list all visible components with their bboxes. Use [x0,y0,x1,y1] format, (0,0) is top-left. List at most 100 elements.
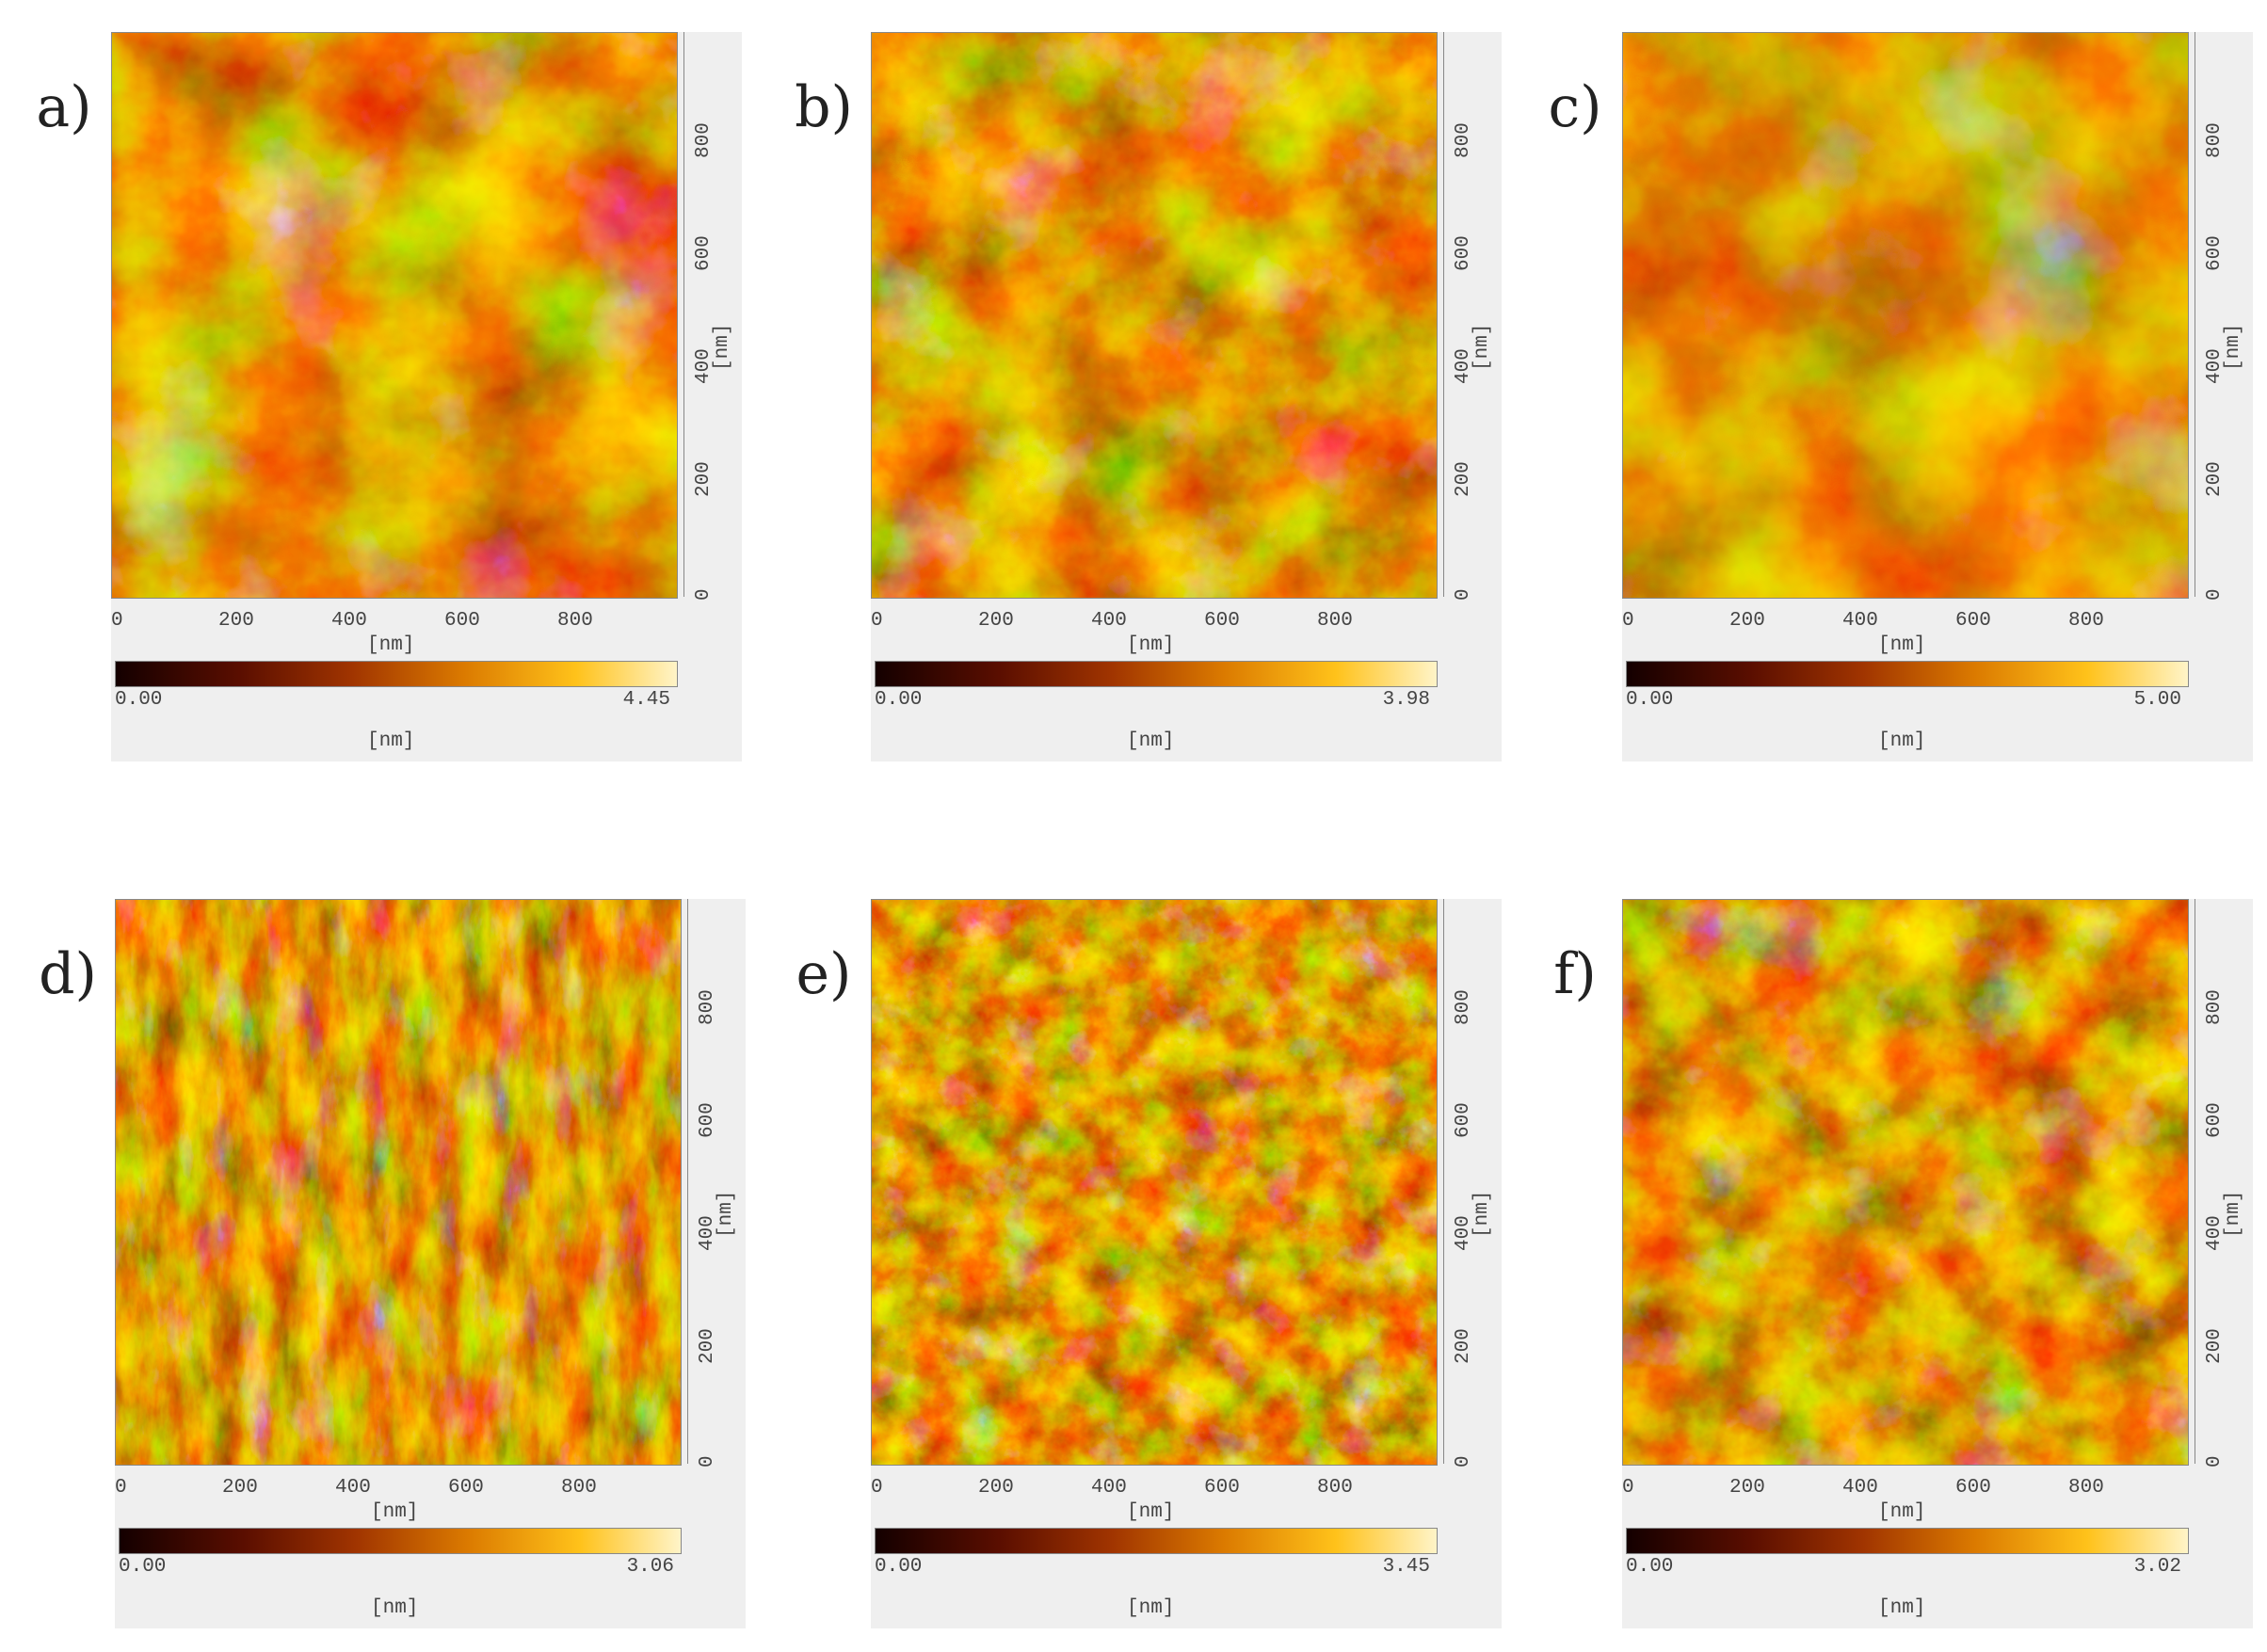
x-tick-label: 600 [448,1477,484,1499]
y-axis-unit: [nm] [712,323,733,371]
y-tick-label: 200 [697,1328,718,1364]
colorbar-max-label: 4.45 [622,689,670,711]
afm-height-map [1622,32,2189,599]
afm-height-map [871,32,1438,599]
y-tick-label: 800 [1453,989,1474,1025]
x-tick-label: 200 [218,610,254,632]
y-tick-label: 600 [2204,235,2226,271]
x-tick-label: 800 [1317,610,1353,632]
panel-frame: 0 200 400 600 800 [nm] 0 200 400 600 800 [nm] 0.00 3.… [1622,899,2253,1628]
afm-texture [872,900,1437,1465]
x-tick-label: 200 [978,610,1014,632]
x-tick-label: 800 [2068,1477,2104,1499]
afm-height-map [115,899,682,1466]
y-tick-label: 0 [2204,1455,2226,1468]
x-axis-unit: [nm] [367,634,415,656]
x-tick-label: 600 [1204,610,1240,632]
afm-texture [1623,900,2188,1465]
y-tick-label: 600 [693,235,715,271]
x-tick-label: 0 [1622,610,1634,632]
colorbar-unit: [nm] [1878,730,1926,752]
panel-frame: 0 200 400 600 800 [nm] 0 200 400 600 800 [nm] 0.00 3.… [871,32,1502,762]
y-tick-label: 800 [2204,989,2226,1025]
x-tick-label: 600 [444,610,480,632]
colorbar [115,661,678,687]
y-tick-label: 800 [697,989,718,1025]
colorbar-unit: [nm] [367,730,415,752]
colorbar-max-label: 5.00 [2133,689,2181,711]
afm-height-map [1622,899,2189,1466]
x-axis-unit: [nm] [1127,1501,1175,1523]
colorbar [875,1528,1438,1554]
y-tick-label: 800 [693,122,715,158]
y-tick-label: 200 [2204,461,2226,497]
x-tick-label: 400 [1091,1477,1127,1499]
x-tick-label: 800 [557,610,593,632]
x-tick-label: 200 [1729,1477,1765,1499]
y-tick-label: 0 [697,1455,718,1468]
colorbar-max-label: 3.06 [626,1556,674,1578]
panel-frame: 0 200 400 600 800 [nm] 0 200 400 600 800 [nm] 0.00 4.… [111,32,742,762]
x-tick-label: 800 [1317,1477,1353,1499]
x-tick-label: 400 [1842,1477,1878,1499]
y-tick-label: 200 [1453,461,1474,497]
panel-label: b) [795,74,853,140]
panel-label: e) [796,941,852,1007]
y-tick-label: 600 [697,1102,718,1138]
colorbar [1626,661,2189,687]
afm-height-map [871,899,1438,1466]
x-tick-label: 600 [1955,610,1991,632]
x-tick-label: 600 [1204,1477,1240,1499]
y-tick-label: 600 [2204,1102,2226,1138]
afm-texture [112,33,677,598]
panel-frame: 0 200 400 600 800 [nm] 0 200 400 600 800 [nm] 0.00 3.… [871,899,1502,1628]
y-axis-unit: [nm] [2223,1190,2244,1238]
colorbar-min-label: 0.00 [1626,689,1674,711]
x-tick-label: 0 [115,1477,127,1499]
y-axis-line [683,32,684,597]
x-axis-unit: [nm] [1878,634,1926,656]
y-tick-label: 0 [1453,588,1474,601]
colorbar [875,661,1438,687]
y-axis-unit: [nm] [1471,1190,1493,1238]
colorbar-min-label: 0.00 [1626,1556,1674,1578]
y-tick-label: 600 [1453,1102,1474,1138]
colorbar-min-label: 0.00 [875,1556,923,1578]
y-tick-label: 800 [1453,122,1474,158]
y-axis-line [687,899,688,1464]
y-tick-label: 200 [693,461,715,497]
x-tick-label: 400 [1091,610,1127,632]
colorbar [1626,1528,2189,1554]
x-tick-label: 400 [331,610,367,632]
y-tick-label: 200 [1453,1328,1474,1364]
afm-panel: a) 0 200 400 600 800 [nm] 0 200 400 600 800 [nm] 0.0… [36,32,770,785]
colorbar-max-label: 3.02 [2133,1556,2181,1578]
panel-frame: 0 200 400 600 800 [nm] 0 200 400 600 800 [nm] 0.00 5.… [1622,32,2253,762]
afm-texture [116,900,681,1465]
x-tick-label: 0 [871,1477,883,1499]
afm-panel: d) 0 200 400 600 800 [nm] 0 200 400 600 800 [nm] 0.0… [39,899,774,1652]
y-tick-label: 0 [2204,588,2226,601]
panel-label: d) [39,941,97,1007]
x-tick-label: 400 [335,1477,371,1499]
afm-height-map [111,32,678,599]
afm-panel: b) 0 200 400 600 800 [nm] 0 200 400 600 800 [nm] 0.0… [795,32,1530,785]
colorbar-min-label: 0.00 [875,689,923,711]
y-axis-unit: [nm] [1471,323,1493,371]
x-tick-label: 200 [978,1477,1014,1499]
x-axis-unit: [nm] [371,1501,419,1523]
colorbar-max-label: 3.45 [1382,1556,1430,1578]
y-tick-label: 200 [2204,1328,2226,1364]
y-tick-label: 600 [1453,235,1474,271]
panel-label: a) [36,74,92,140]
y-axis-unit: [nm] [715,1190,737,1238]
colorbar-unit: [nm] [1127,1597,1175,1619]
x-tick-label: 400 [1842,610,1878,632]
panel-label: c) [1548,74,1602,140]
x-axis-unit: [nm] [1878,1501,1926,1523]
y-tick-label: 800 [2204,122,2226,158]
panel-label: f) [1553,941,1597,1007]
colorbar-unit: [nm] [371,1597,419,1619]
afm-texture [872,33,1437,598]
x-axis-unit: [nm] [1127,634,1175,656]
